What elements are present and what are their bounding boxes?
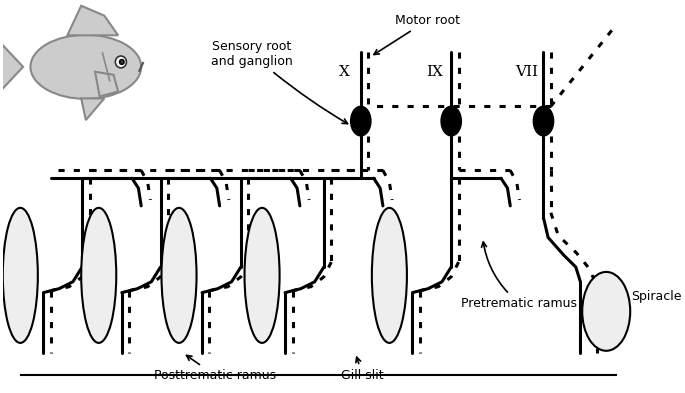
- Ellipse shape: [30, 35, 141, 99]
- Text: Motor root: Motor root: [374, 14, 460, 55]
- Text: IX: IX: [426, 65, 443, 79]
- Ellipse shape: [372, 208, 407, 343]
- Ellipse shape: [115, 56, 127, 68]
- Text: Posttrematic ramus: Posttrematic ramus: [154, 355, 276, 382]
- Text: Sensory root
and ganglion: Sensory root and ganglion: [211, 40, 347, 124]
- Ellipse shape: [582, 272, 630, 351]
- Ellipse shape: [351, 106, 371, 136]
- Ellipse shape: [119, 59, 124, 64]
- Polygon shape: [67, 6, 118, 35]
- Ellipse shape: [3, 208, 38, 343]
- Ellipse shape: [162, 208, 197, 343]
- Ellipse shape: [82, 208, 116, 343]
- Ellipse shape: [534, 106, 553, 136]
- Text: Pretrematic ramus: Pretrematic ramus: [462, 242, 577, 310]
- Text: X: X: [339, 65, 349, 79]
- Ellipse shape: [441, 106, 462, 136]
- Polygon shape: [95, 72, 118, 96]
- Polygon shape: [0, 39, 23, 94]
- Text: VII: VII: [515, 65, 538, 79]
- Text: Spiracle: Spiracle: [631, 290, 682, 303]
- Ellipse shape: [245, 208, 279, 343]
- Polygon shape: [82, 98, 104, 120]
- Text: Gill slit: Gill slit: [341, 357, 384, 382]
